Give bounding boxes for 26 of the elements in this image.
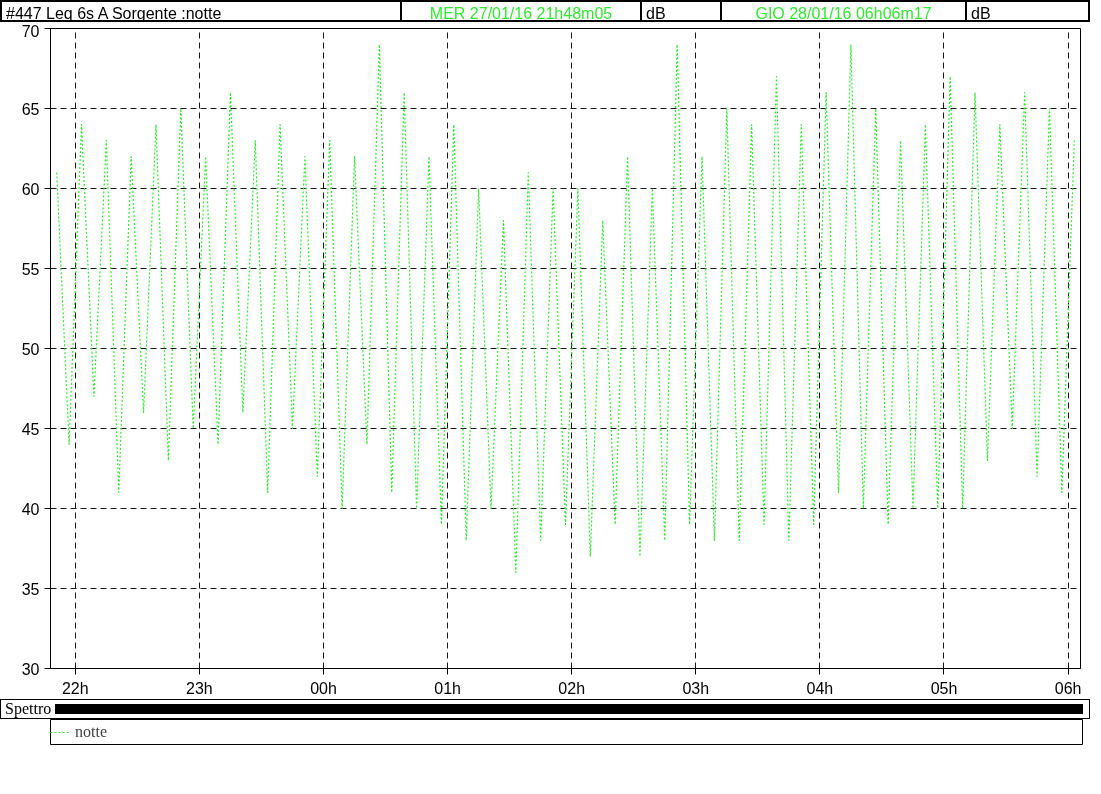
y-tick-label: 35 xyxy=(21,580,40,598)
x-tick-label: 03h xyxy=(682,679,710,697)
x-tick-label: 02h xyxy=(558,679,586,697)
text: GIO 28/01/16 06h06m17 xyxy=(721,1,966,22)
y-tick-label: 40 xyxy=(21,500,40,518)
text: MER 27/01/16 21h48m05 xyxy=(401,1,641,22)
x-tick-label: 05h xyxy=(930,679,958,697)
y-tick-label: 70 xyxy=(21,22,40,40)
x-tick-label: 04h xyxy=(806,679,834,697)
chart-title: #447 Leq 6s A Sorgente :notte xyxy=(1,1,401,22)
y-tick-label: 30 xyxy=(21,660,40,678)
y-tick-label: 50 xyxy=(21,340,40,358)
y-tick-label: 55 xyxy=(21,260,40,278)
y-tick-label: 65 xyxy=(21,100,40,118)
text: dB xyxy=(966,1,1089,22)
y-tick-label: 45 xyxy=(21,420,40,438)
x-tick-label: 01h xyxy=(434,679,461,697)
x-tick-label: 22h xyxy=(61,679,89,697)
text: dB xyxy=(641,1,721,22)
x-tick-label: 23h xyxy=(186,679,213,697)
y-tick-label: 60 xyxy=(21,180,40,198)
line-series xyxy=(56,43,1075,574)
legend-label: notte xyxy=(75,723,107,741)
x-tick-label: 06h xyxy=(1054,679,1082,697)
x-tick-label: 00h xyxy=(310,679,337,697)
text: Spettro xyxy=(4,698,53,720)
